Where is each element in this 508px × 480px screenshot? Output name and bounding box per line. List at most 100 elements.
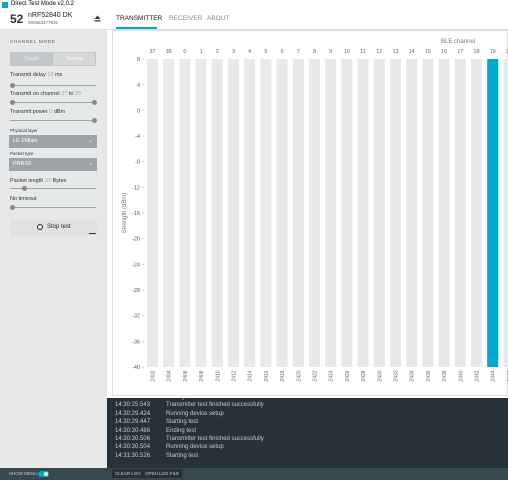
frequency-label: 2404 [167,370,173,381]
frequency-label: 2424 [329,370,335,381]
range-slider[interactable] [10,100,97,105]
slider[interactable] [10,205,96,210]
channel-label: 16 [441,49,447,55]
log-time: 14:30:30.486 [115,427,151,434]
bar-background [422,59,434,367]
log-entry: 14:30:29.447 Starting test [115,419,198,426]
y-tick-label: -32 [132,314,140,320]
y-tick-label: -40 [132,365,140,371]
channel-label: 15 [425,49,431,55]
timeout-label: No timeout [10,196,37,202]
button-label[interactable]: Stop test [47,224,71,230]
packet-type-dropdown[interactable]: PRBS9 ⌄ [9,158,97,171]
bar-background [228,59,239,367]
channel-label: 14 [409,49,415,55]
channel-label: 37 [149,49,155,55]
frequency-label: 2434 [410,370,416,381]
y-tick-label: -8 [135,160,140,166]
channel-label: Transmit on channel 37 to 39 [10,91,82,97]
channel-label: 18 [473,49,479,55]
channel-label: 13 [392,49,398,55]
app-icon [2,2,8,8]
log-message: Ending test [166,398,196,400]
footer: SHOW MENU CLEAR LOG OPEN LOG FILE [0,468,508,480]
frequency-label: 2436 [426,370,432,381]
power-label: Transmit power 0 dBm [10,109,66,115]
bar-background [438,59,450,367]
device-name[interactable]: nRF52840 DK [28,12,73,19]
y-tick-label: -4 [135,134,140,140]
phy-label: Physical layer [10,128,38,133]
frequency-label: 2406 [183,370,189,381]
frequency-label: 2420 [296,370,302,381]
log-entry: 14:30:25.514 Ending test [115,398,196,400]
bar-background [276,59,288,367]
progress-mark [89,233,96,234]
frequency-label: 2430 [377,370,383,381]
phy-dropdown[interactable]: LE 1Mbps ⌄ [9,135,97,148]
frequency-label: 2418 [280,370,286,381]
logo: 52 [10,12,24,26]
log-message: Ending test [166,427,197,434]
window-title: Direct Test Mode v2.0.2 [11,1,74,7]
stop-button[interactable]: Stop test [10,220,97,236]
channel-label: 5 [264,49,267,55]
tab[interactable]: RECEIVER [169,15,203,22]
delay-label: Transmit delay 10 ms [10,72,63,78]
tab[interactable]: ABOUT [207,15,230,22]
log-time: 14:30:29.424 [115,410,151,417]
bar-background [211,59,223,367]
channel-label: 17 [457,49,463,55]
log-message: Running device setup [166,410,224,417]
clear-log-button[interactable]: CLEAR LOG [112,469,144,478]
bar-background [147,59,158,367]
eject-icon[interactable] [94,15,101,22]
device-serial: 000683477932 [28,20,59,25]
mode-option[interactable]: Single [24,56,40,62]
y-tick-label: 8 [137,57,140,63]
frequency-label: 2408 [199,370,205,381]
bar [487,59,499,367]
channel-label: 38 [166,49,172,55]
bar-background [373,59,385,367]
log-entry: 14:30:30.504 Running device setup [115,444,224,450]
y-axis-label: Strength (dBm) [122,193,128,234]
length-label: Packet length 37 Bytes [10,178,67,184]
bar-background [260,59,272,367]
channel-label: 7 [297,49,300,55]
mode-option[interactable]: Sweep [66,56,83,62]
menu-toggle[interactable] [38,471,49,477]
bar-background [390,59,401,367]
bar-background [309,59,320,367]
frequency-label: 2446 [507,370,508,381]
y-tick-label: -16 [132,211,140,217]
slider[interactable] [10,118,97,123]
y-tick-label: -12 [132,185,140,191]
log-time: 14:30:29.447 [115,419,151,426]
channel-label: 3 [232,49,235,55]
log-entry: 14:30:30.486 Ending test [115,427,196,434]
log-message: Transmitter test finished successfully [166,402,264,409]
slider[interactable] [10,83,96,88]
frequency-label: 2444 [491,370,497,381]
y-tick-label: -28 [132,288,140,294]
mode-toggle[interactable]: Single Sweep [10,52,96,66]
sidebar: CHANNEL MODE Single Sweep Transmit delay… [0,30,107,468]
bar-background [195,59,207,367]
log-time: 14:30:25.514 [115,398,150,400]
bar-background [357,59,369,367]
section-label: CHANNEL MODE [10,39,56,44]
y-tick-label: 0 [137,108,140,114]
log-time: 14:30:30.506 [115,436,151,442]
bar-background [503,59,508,367]
bar-background [244,59,256,367]
slider[interactable] [10,186,96,191]
open-log-button[interactable]: OPEN LOG FILE [142,469,183,478]
channel-label: 19 [490,49,496,55]
tab-active[interactable]: TRANSMITTER [116,15,163,22]
frequency-label: 2426 [345,370,351,381]
channel-label: 9 [329,49,332,55]
frequency-label: 2438 [442,370,448,381]
